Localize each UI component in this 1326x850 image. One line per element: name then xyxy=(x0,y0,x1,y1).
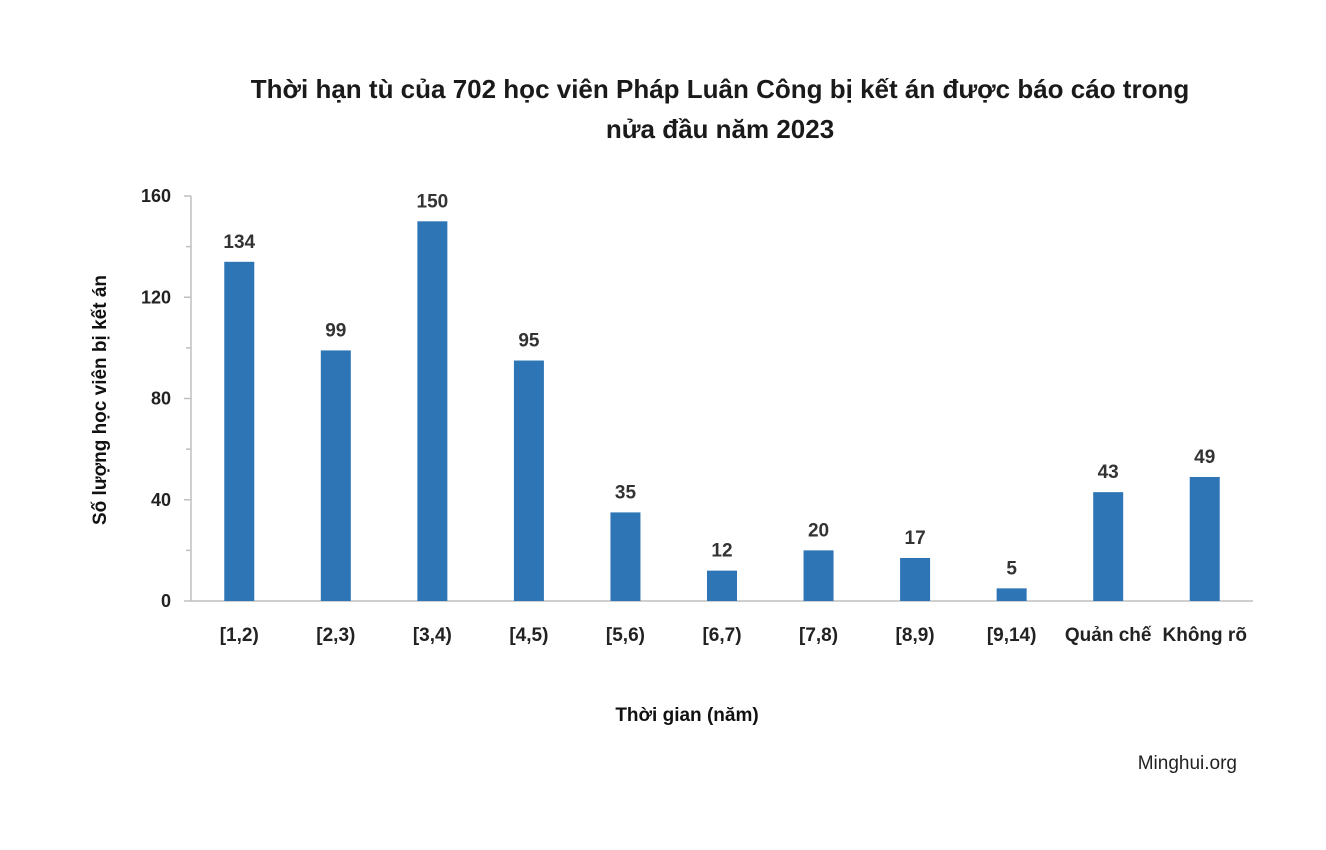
y-axis: 0 40 80 120 160 xyxy=(141,186,192,611)
bar xyxy=(1093,492,1124,601)
bar xyxy=(803,550,834,601)
y-tick-label: 160 xyxy=(141,186,171,206)
x-tick-label: [1,2) xyxy=(220,625,259,646)
x-tick-label: [3,4) xyxy=(413,625,452,646)
y-tick-label: 120 xyxy=(141,287,171,307)
bar-value-label: 43 xyxy=(1098,462,1119,483)
bar xyxy=(417,221,448,601)
bar-value-label: 12 xyxy=(711,541,732,562)
bar-value-label: 95 xyxy=(518,331,540,352)
bar-value-label: 17 xyxy=(905,528,926,549)
x-tick-label: Quản chế xyxy=(1065,625,1152,646)
x-tick-label: [4,5) xyxy=(509,625,548,646)
x-tick-label: [6,7) xyxy=(702,625,741,646)
bar xyxy=(900,557,931,601)
bar xyxy=(224,261,255,601)
chart-title-line-1: Thời hạn tù của 702 học viên Pháp Luân C… xyxy=(251,74,1189,104)
bars: 134 99 150 95 35 12 20 17 5 43 49 xyxy=(223,191,1220,601)
y-tick-label: 40 xyxy=(151,490,171,510)
x-axis-label: Thời gian (năm) xyxy=(615,705,758,726)
y-tick-label: 0 xyxy=(161,591,171,611)
x-tick-label: Không rõ xyxy=(1163,625,1247,646)
bar-value-label: 150 xyxy=(417,191,449,212)
bar-value-label: 20 xyxy=(808,520,829,541)
bar-value-label: 134 xyxy=(223,232,255,253)
bar-value-label: 49 xyxy=(1194,447,1215,468)
x-axis: [1,2) [2,3) [3,4) [4,5) [5,6) [6,7) [7,8) [8,9)… xyxy=(191,600,1253,646)
y-axis-label: Số lượng học viên bị kết án xyxy=(90,275,111,525)
x-tick-label: [2,3) xyxy=(316,625,355,646)
x-tick-label: [8,9) xyxy=(896,625,935,646)
x-tick-label: [7,8) xyxy=(799,625,838,646)
bar-value-label: 5 xyxy=(1006,558,1017,579)
x-tick-label: [9,14) xyxy=(987,625,1037,646)
bar xyxy=(610,512,641,601)
chart-title-line-2: nửa đầu năm 2023 xyxy=(606,114,834,144)
x-tick-label: [5,6) xyxy=(606,625,645,646)
bar xyxy=(1189,476,1220,601)
bar xyxy=(707,570,737,601)
bar-value-label: 35 xyxy=(615,482,637,503)
bar xyxy=(320,350,351,601)
bar xyxy=(996,588,1027,601)
bar-value-label: 99 xyxy=(325,320,346,341)
source-label: Minghui.org xyxy=(1138,753,1237,774)
bar xyxy=(513,360,544,601)
y-tick-label: 80 xyxy=(151,389,171,409)
